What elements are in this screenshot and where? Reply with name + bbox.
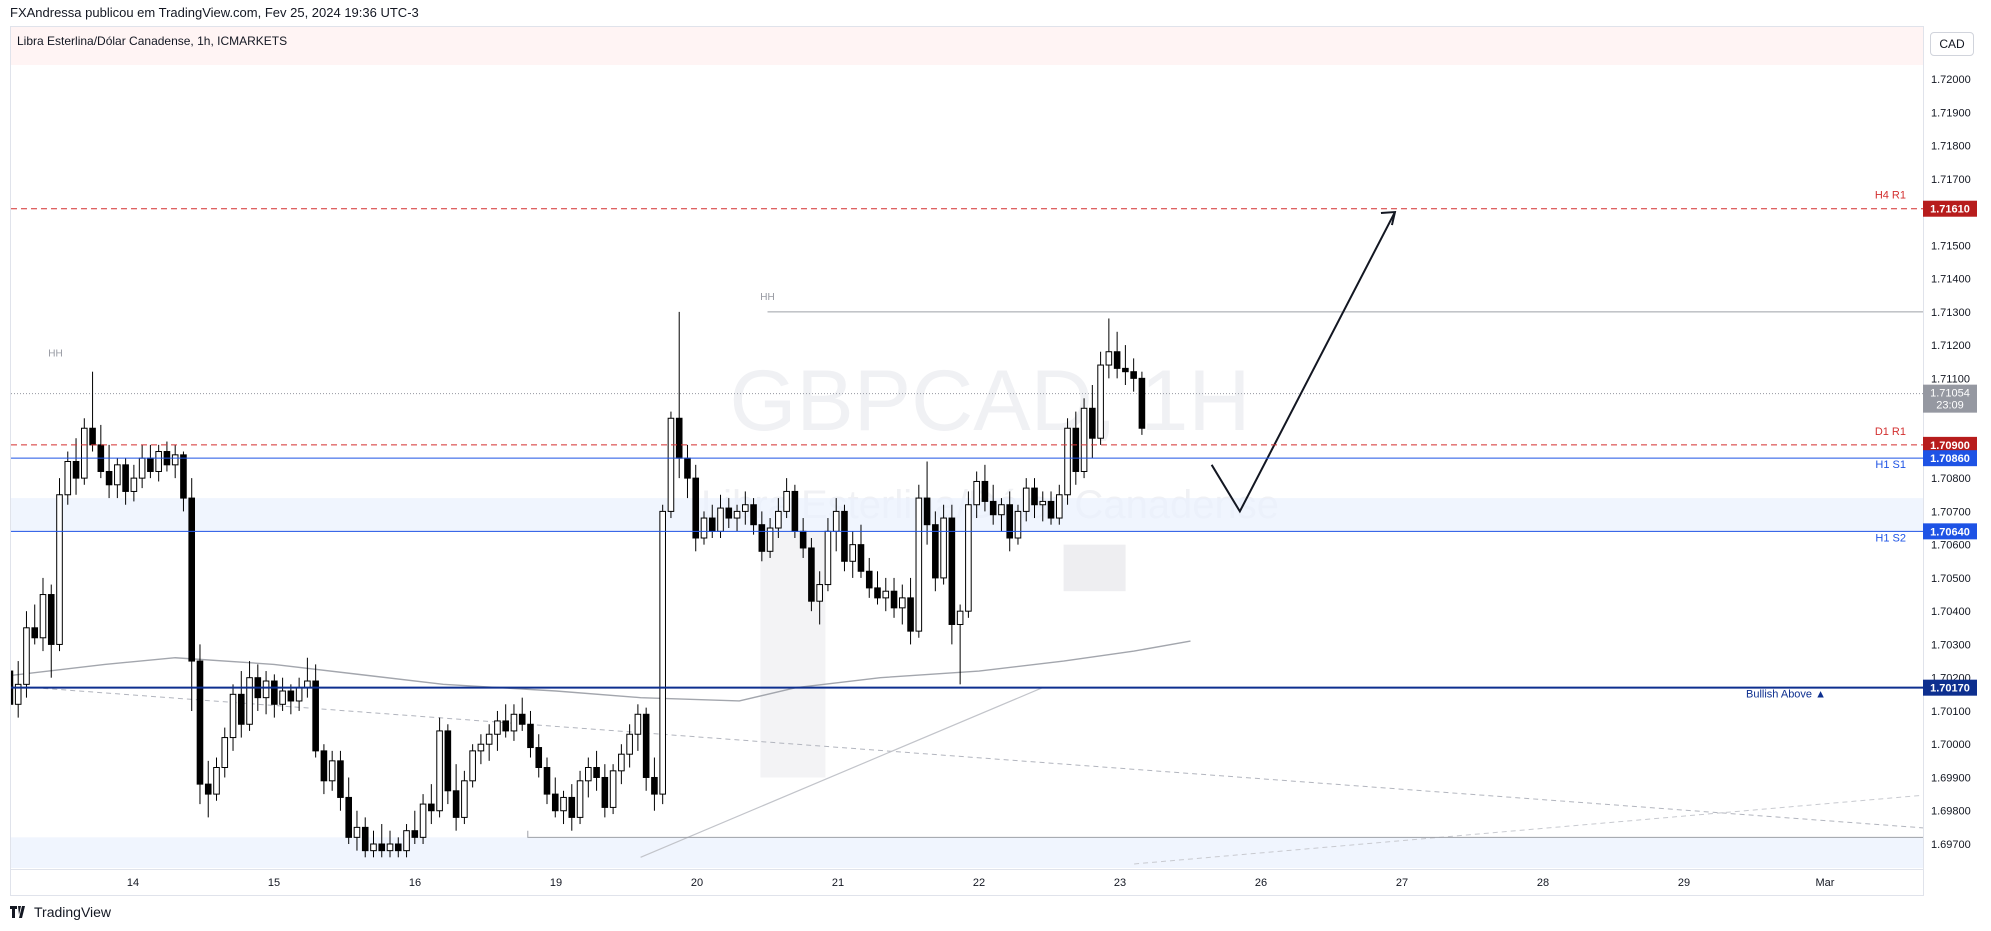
y-tick-label: 1.71500 (1931, 240, 1971, 252)
chart-frame (10, 26, 1924, 896)
price-badge (1923, 523, 1977, 540)
y-tick-label: 1.72000 (1931, 74, 1971, 86)
price-badge (1923, 436, 1977, 453)
price-axis-separator (1923, 26, 1924, 896)
y-tick-label: 1.71400 (1931, 274, 1971, 286)
countdown-label: 23:09 (1936, 400, 1964, 412)
y-tick-label: 1.70600 (1931, 540, 1971, 552)
price-badge-label: 1.70640 (1930, 526, 1970, 538)
time-axis-separator (10, 869, 1924, 870)
y-tick-label: 1.69900 (1931, 772, 1971, 784)
y-tick-label: 1.70700 (1931, 506, 1971, 518)
y-tick-label: 1.70800 (1931, 473, 1971, 485)
last-price-label: 1.71054 (1930, 388, 1970, 400)
y-tick-label: 1.70300 (1931, 639, 1971, 651)
y-tick-label: 1.70000 (1931, 739, 1971, 751)
y-tick-label: 1.70500 (1931, 573, 1971, 585)
price-badge-label: 1.71610 (1930, 204, 1970, 216)
footer-brand: TradingView (34, 904, 112, 920)
y-tick-label: 1.70400 (1931, 606, 1971, 618)
tradingview-logo-icon (10, 906, 25, 918)
y-tick-label: 1.71900 (1931, 107, 1971, 119)
y-tick-label: 1.71200 (1931, 340, 1971, 352)
price-badge-label: 1.70900 (1930, 440, 1970, 452)
price-badge-label: 1.70170 (1930, 683, 1970, 695)
candle-body (0, 671, 4, 827)
y-tick-label: 1.71300 (1931, 307, 1971, 319)
symbol-title[interactable]: Libra Esterlina/Dólar Canadense, 1h, ICM… (17, 34, 288, 48)
currency-button[interactable]: CAD (1930, 32, 1974, 56)
price-badge (1923, 679, 1977, 696)
y-tick-label: 1.70100 (1931, 706, 1971, 718)
publish-info: FXAndressa publicou em TradingView.com, … (10, 5, 419, 20)
y-tick-label: 1.71800 (1931, 141, 1971, 153)
y-tick-label: 1.71100 (1931, 373, 1970, 385)
y-tick-label: 1.71700 (1931, 174, 1971, 186)
symbol-header-bar (11, 27, 1923, 65)
last-price-badge (1923, 384, 1977, 413)
y-tick-label: 1.69800 (1931, 806, 1971, 818)
y-tick-label: 1.70200 (1931, 673, 1971, 685)
price-badge (1923, 450, 1977, 467)
price-badge-label: 1.70860 (1930, 453, 1970, 465)
price-badge (1923, 200, 1977, 217)
y-tick-label: 1.69700 (1931, 839, 1971, 851)
footer: TradingView (10, 900, 111, 924)
